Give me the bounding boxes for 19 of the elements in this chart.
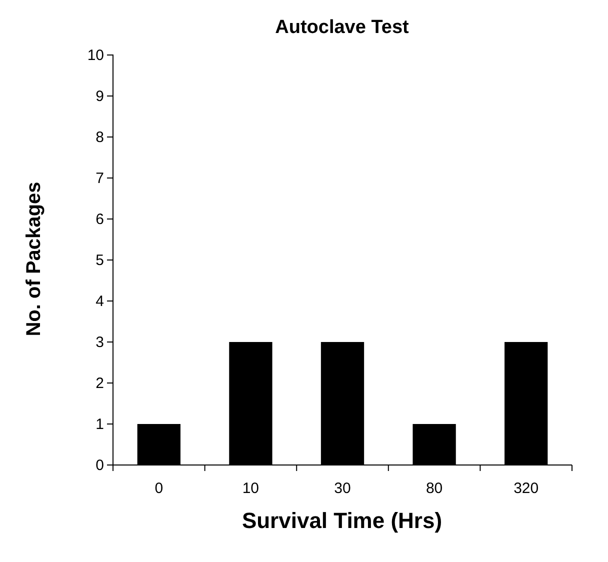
- y-tick-label: 8: [96, 128, 104, 146]
- y-tick-label: 7: [96, 170, 104, 187]
- y-tick-label: 9: [96, 88, 104, 105]
- y-tick-label: 2: [96, 374, 104, 392]
- y-tick-label: 4: [96, 292, 104, 310]
- x-tick-label: 0: [154, 480, 164, 497]
- y-tick-label: 5: [96, 252, 104, 269]
- x-axis-title: Survival Time (Hrs): [242, 508, 442, 533]
- y-tick-label: 3: [96, 334, 104, 351]
- x-tick-label: 320: [514, 480, 539, 497]
- x-tick-label: 80: [426, 480, 443, 497]
- chart-title: Autoclave Test: [275, 17, 410, 38]
- y-tick-label: 1: [96, 416, 104, 433]
- y-tick-label: 10: [87, 46, 104, 64]
- x-tick-label: 30: [334, 480, 351, 497]
- y-tick-label: 0: [96, 456, 104, 474]
- y-tick-label: 6: [96, 210, 104, 228]
- y-axis-title: No. of Packages: [23, 182, 45, 336]
- x-tick-label: 10: [242, 480, 260, 497]
